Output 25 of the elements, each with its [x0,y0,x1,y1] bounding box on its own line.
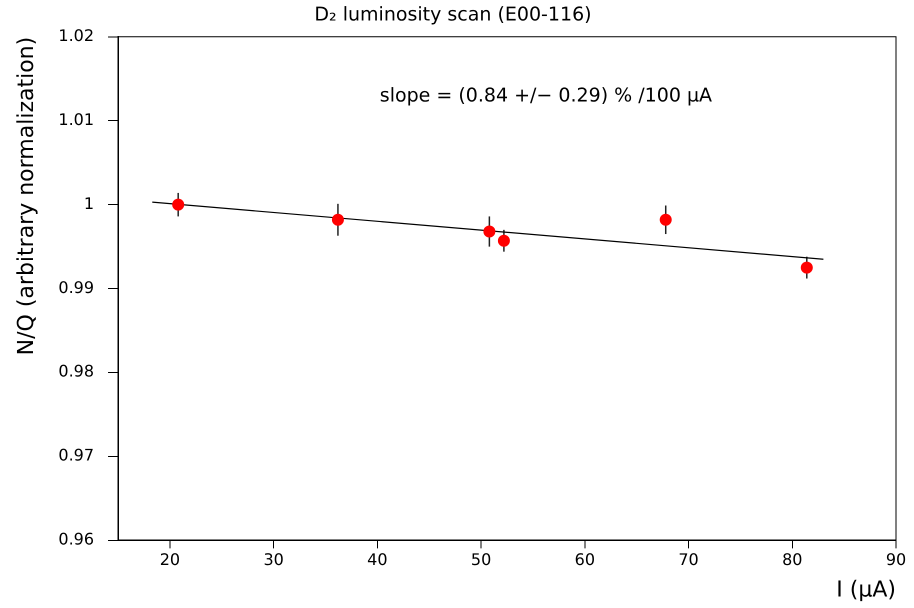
x-tick-label: 50 [470,550,492,570]
y-tick-label: 0.99 [58,278,94,297]
x-tick-label: 30 [263,550,284,570]
y-tick-label: 0.96 [58,530,94,549]
x-tick-label: 20 [160,550,180,570]
x-axis-title: I (μA) [836,578,896,603]
point [172,198,184,211]
y-tick-label: 0.98 [58,362,94,381]
point [800,262,813,274]
point [483,226,496,238]
y-tick-label: 0.97 [58,446,94,465]
y-tick-label: 1 [84,194,94,213]
x-tick-label: 70 [678,550,699,570]
y-axis-title: N/Q (arbitrary normalization) [14,36,39,356]
annotation: slope = (0.84 +/− 0.29) % /100 μA [380,84,712,107]
point [498,234,510,247]
x-tick-label: 40 [367,550,388,570]
point [660,214,672,226]
x-tick-label: 80 [782,550,802,570]
y-tick-label: 1.02 [58,26,94,45]
x-tick-label: 60 [574,550,595,570]
y-tick-label: 1.01 [58,110,94,129]
chart-title: D₂ luminosity scan (E00-116) [314,3,592,26]
point [332,214,344,226]
x-tick-label: 90 [886,550,906,570]
